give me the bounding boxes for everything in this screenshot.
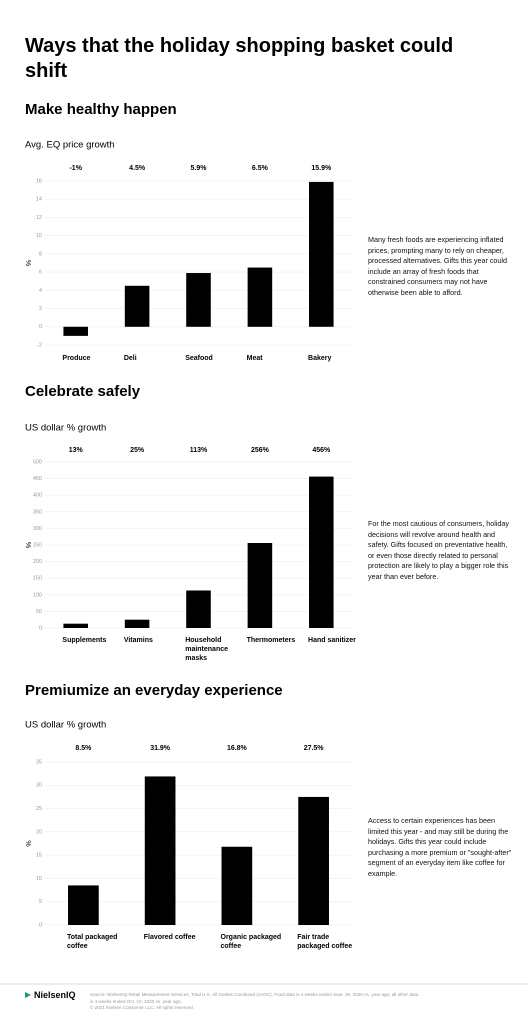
bar xyxy=(124,285,150,327)
y-tick-label: 25 xyxy=(36,806,42,812)
bar xyxy=(186,273,211,327)
y-tick-label: 8 xyxy=(39,251,42,257)
section-title: Premiumize an everyday experience xyxy=(25,682,283,699)
y-tick-label: 100 xyxy=(33,592,42,598)
y-axis-label: % xyxy=(24,260,31,266)
value-label: 31.9% xyxy=(150,745,171,752)
y-tick-label: 14 xyxy=(36,197,42,203)
y-tick-label: 350 xyxy=(33,509,42,515)
y-tick-label: 0 xyxy=(39,625,42,631)
y-tick-label: 0 xyxy=(39,922,42,928)
y-tick-label: 0 xyxy=(39,324,42,330)
y-tick-label: -2 xyxy=(37,342,42,348)
bar xyxy=(309,476,334,628)
category-label: Vitamins xyxy=(123,637,153,644)
bar xyxy=(144,776,176,925)
y-tick-label: 450 xyxy=(33,476,42,482)
y-tick-label: 250 xyxy=(33,542,42,548)
bar xyxy=(221,846,253,925)
category-label: Fair trade packaged coffee xyxy=(297,934,353,950)
annotation: For the most cautious of consumers, holi… xyxy=(368,519,510,581)
category-label: Seafood xyxy=(185,355,213,362)
y-tick-label: 4 xyxy=(39,288,42,294)
value-label: 8.5% xyxy=(75,745,92,752)
y-tick-label: 15 xyxy=(36,853,42,859)
category-label: Deli xyxy=(123,355,137,362)
section-title: Celebrate safely xyxy=(25,383,141,400)
y-tick-label: 50 xyxy=(36,609,42,615)
category-label: Meat xyxy=(246,355,263,362)
y-tick-label: 300 xyxy=(33,526,42,532)
value-label: -1% xyxy=(69,165,82,172)
value-label: 25% xyxy=(130,447,145,454)
category-label: Produce xyxy=(62,355,91,362)
bar xyxy=(247,543,273,628)
copyright: © 2021 Nielsen Consumer LLC. All rights … xyxy=(90,1005,194,1010)
category-label: Total packaged coffee xyxy=(67,934,118,950)
bar xyxy=(186,590,211,628)
chart-subtitle: US dollar % growth xyxy=(25,423,106,434)
source: Source: NielsenIQ Retail Measurement Ser… xyxy=(90,992,419,1004)
page-title: Ways that the holiday shopping basket co… xyxy=(25,35,454,82)
value-label: 16.8% xyxy=(227,745,248,752)
y-tick-label: 200 xyxy=(33,559,42,565)
value-label: 15.9% xyxy=(311,165,332,172)
value-label: 27.5% xyxy=(304,745,325,752)
footer-note: Source: NielsenIQ Retail Measurement Ser… xyxy=(90,992,420,1012)
logo: NielsenIQ xyxy=(34,990,76,1000)
value-label: 4.5% xyxy=(129,165,146,172)
chart-subtitle: US dollar % growth xyxy=(25,720,106,731)
y-tick-label: 400 xyxy=(33,493,42,499)
y-tick-label: 5 xyxy=(39,899,42,905)
bar xyxy=(124,619,150,628)
value-label: 6.5% xyxy=(252,165,269,172)
bar xyxy=(298,796,329,925)
y-tick-label: 150 xyxy=(33,576,42,582)
y-axis-label: % xyxy=(24,542,31,548)
value-label: 13% xyxy=(69,447,84,454)
value-label: 256% xyxy=(251,447,270,454)
bar xyxy=(247,267,273,327)
y-tick-label: 16 xyxy=(36,178,42,184)
y-tick-label: 35 xyxy=(36,759,42,765)
y-tick-label: 30 xyxy=(36,783,42,789)
y-tick-label: 10 xyxy=(36,233,42,239)
y-tick-label: 12 xyxy=(36,215,42,221)
chart-subtitle: Avg. EQ price growth xyxy=(25,140,115,151)
y-tick-label: 20 xyxy=(36,829,42,835)
category-label: Hand sanitizer xyxy=(308,637,356,644)
value-label: 113% xyxy=(190,447,208,454)
category-label: Bakery xyxy=(308,355,332,362)
annotation: Access to certain experiences has been l… xyxy=(368,816,512,878)
category-label: Household maintenance masks xyxy=(185,637,229,662)
category-label: Flavored coffee xyxy=(143,934,196,941)
category-label: Supplements xyxy=(62,637,107,644)
y-tick-label: 10 xyxy=(36,876,42,882)
logo-icon xyxy=(25,992,31,998)
value-label: 456% xyxy=(312,447,331,454)
y-tick-label: 2 xyxy=(39,306,42,312)
value-label: 5.9% xyxy=(191,165,208,172)
bar xyxy=(309,181,334,327)
y-tick-label: 500 xyxy=(33,459,42,465)
y-axis-label: % xyxy=(24,840,31,846)
bar xyxy=(68,885,99,925)
category-label: Thermometers xyxy=(246,637,296,644)
y-tick-label: 6 xyxy=(39,270,42,276)
bar xyxy=(63,623,88,628)
annotation: Many fresh foods are experiencing inflat… xyxy=(368,235,508,297)
category-label: Organic packaged coffee xyxy=(220,934,282,950)
section-title: Make healthy happen xyxy=(25,101,177,118)
bar xyxy=(63,326,88,336)
